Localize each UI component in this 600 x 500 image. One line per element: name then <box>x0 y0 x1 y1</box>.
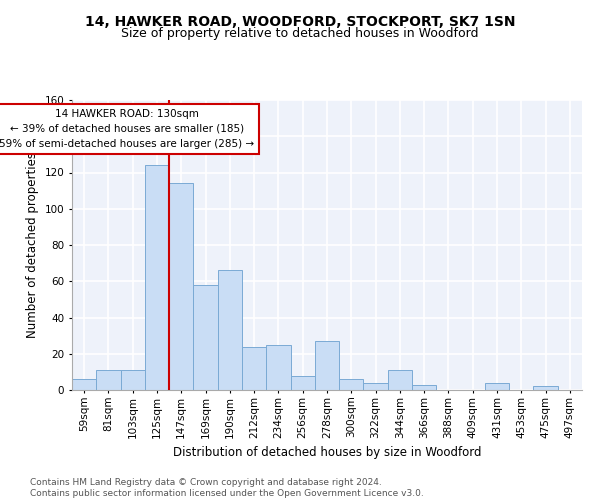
Bar <box>266 344 290 390</box>
Bar <box>96 370 121 390</box>
Text: 14 HAWKER ROAD: 130sqm
← 39% of detached houses are smaller (185)
59% of semi-de: 14 HAWKER ROAD: 130sqm ← 39% of detached… <box>0 109 254 148</box>
Bar <box>533 386 558 390</box>
Bar <box>72 379 96 390</box>
Bar <box>388 370 412 390</box>
Bar <box>315 341 339 390</box>
Bar <box>145 165 169 390</box>
Bar <box>193 285 218 390</box>
Bar <box>218 270 242 390</box>
Bar <box>169 184 193 390</box>
X-axis label: Distribution of detached houses by size in Woodford: Distribution of detached houses by size … <box>173 446 481 459</box>
Bar <box>485 383 509 390</box>
Text: Size of property relative to detached houses in Woodford: Size of property relative to detached ho… <box>121 28 479 40</box>
Y-axis label: Number of detached properties: Number of detached properties <box>26 152 39 338</box>
Text: 14, HAWKER ROAD, WOODFORD, STOCKPORT, SK7 1SN: 14, HAWKER ROAD, WOODFORD, STOCKPORT, SK… <box>85 15 515 29</box>
Bar <box>290 376 315 390</box>
Bar <box>121 370 145 390</box>
Bar <box>412 384 436 390</box>
Bar <box>364 383 388 390</box>
Bar <box>339 379 364 390</box>
Text: Contains HM Land Registry data © Crown copyright and database right 2024.
Contai: Contains HM Land Registry data © Crown c… <box>30 478 424 498</box>
Bar <box>242 346 266 390</box>
